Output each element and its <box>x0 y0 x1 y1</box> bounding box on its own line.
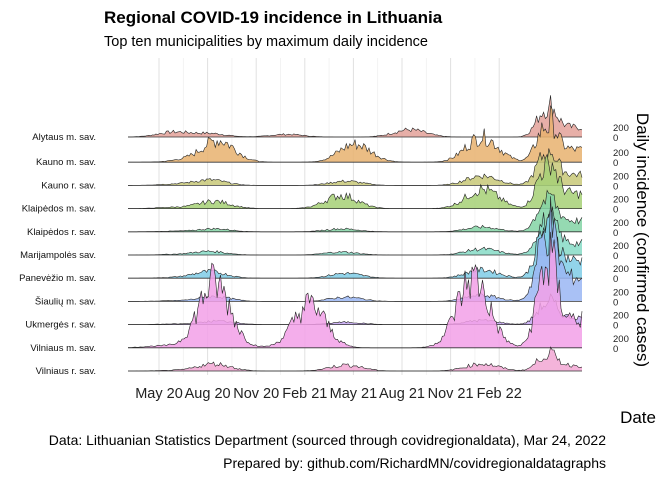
right-tick-200: 200 <box>613 218 629 229</box>
right-tick-200: 200 <box>613 148 629 159</box>
x-tick-label: Feb 22 <box>477 386 522 402</box>
ridge-6 <box>128 206 583 279</box>
right-tick-200: 200 <box>613 334 629 345</box>
x-tick-label: Aug 21 <box>379 386 425 402</box>
chart-title: Regional COVID-19 incidence in Lithuania <box>104 8 443 27</box>
ridge-area <box>128 196 582 302</box>
ridge-area <box>128 207 582 279</box>
ridge-line <box>128 95 583 138</box>
x-tick-label: May 21 <box>330 386 378 402</box>
caption-author: Prepared by: github.com/RichardMN/covidr… <box>223 455 606 471</box>
ridge-area <box>128 95 582 137</box>
ridge-9 <box>127 231 583 349</box>
x-tick-label: Nov 21 <box>428 386 474 402</box>
right-tick-0: 0 <box>613 344 618 355</box>
ridge-line <box>128 346 583 372</box>
row-label: Vilniaus r. sav. <box>36 366 96 377</box>
ridge-line <box>127 231 583 349</box>
caption-source: Data: Lithuanian Statistics Department (… <box>48 432 606 448</box>
ridges <box>127 95 583 372</box>
right-tick-0: 0 <box>613 321 618 332</box>
right-tick-0: 0 <box>613 251 618 262</box>
x-axis-title: Date <box>620 408 656 427</box>
row-labels: Alytaus m. sav. Kauno m. sav. Kauno r. sav… <box>19 132 96 377</box>
ridge-0 <box>128 95 583 138</box>
x-tick-label: Aug 20 <box>185 386 231 402</box>
ridge-line <box>128 206 583 279</box>
y-axis-title: Daily incidence (confirmed cases) <box>633 112 652 368</box>
row-label: Vilniaus m. sav. <box>30 343 96 354</box>
row-label: Kauno r. sav. <box>41 180 96 191</box>
ridge-1 <box>128 105 583 163</box>
right-tick-200: 200 <box>613 123 629 134</box>
ridge-line <box>128 206 583 256</box>
right-tick-200: 200 <box>613 287 629 298</box>
ridge-area <box>128 105 582 163</box>
right-tick-200: 200 <box>613 241 629 252</box>
ridge-area <box>128 347 582 371</box>
x-tick-label: Nov 20 <box>233 386 279 402</box>
right-tick-200: 200 <box>613 195 629 206</box>
ridge-area <box>128 190 582 232</box>
row-label: Ukmergės r. sav. <box>25 320 96 331</box>
right-tick-0: 0 <box>613 181 618 192</box>
ridge-line <box>128 148 583 186</box>
right-tick-0: 0 <box>613 133 618 144</box>
ridge-10 <box>128 346 583 372</box>
ridge-area <box>128 154 582 209</box>
right-tick-0: 0 <box>613 297 618 308</box>
row-label: Klaipėdos m. sav. <box>22 204 96 215</box>
right-tick-0: 0 <box>613 158 618 169</box>
ridge-area <box>128 231 582 348</box>
right-tick-200: 200 <box>613 311 629 322</box>
ridge-4 <box>128 189 583 233</box>
ridge-line <box>128 105 583 163</box>
ridge-7 <box>128 196 583 302</box>
ridge-3 <box>128 153 583 210</box>
x-tick-label: Feb 21 <box>282 386 327 402</box>
right-tick-0: 0 <box>613 274 618 285</box>
chart-subtitle: Top ten municipalities by maximum daily … <box>104 34 428 50</box>
row-label: Klaipėdos r. sav. <box>27 227 96 238</box>
row-label: Alytaus m. sav. <box>32 132 96 143</box>
right-tick-0: 0 <box>613 205 618 216</box>
row-label: Panevėžio m. sav. <box>19 273 96 284</box>
row-label: Marijampolės sav. <box>20 250 96 261</box>
x-tick-label: May 20 <box>135 386 183 402</box>
right-tick-200: 200 <box>613 264 629 275</box>
ridge-line <box>128 189 583 233</box>
right-tick-0: 0 <box>613 228 618 239</box>
x-tick-labels: May 20 Aug 20 Nov 20 Feb 21 May 21 Aug 21 Nov … <box>135 386 522 402</box>
ridge-line <box>128 153 583 209</box>
right-tick-200: 200 <box>613 171 629 182</box>
row-label: Šiaulių m. sav. <box>35 296 96 307</box>
ridge-line <box>128 196 583 302</box>
row-label: Kauno m. sav. <box>36 157 96 168</box>
